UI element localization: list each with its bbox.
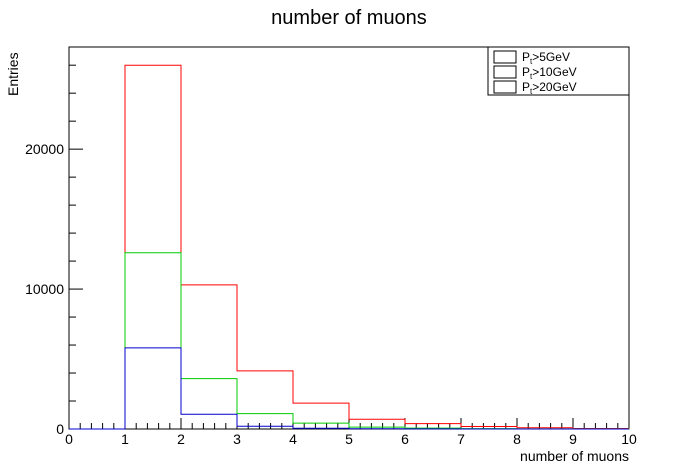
histogram-bin bbox=[293, 428, 349, 429]
y-tick-labels: 0 10000 20000 bbox=[25, 141, 64, 437]
x-tick-label: 3 bbox=[233, 431, 241, 447]
chart-title: number of muons bbox=[271, 7, 427, 29]
histogram-bin bbox=[125, 348, 181, 429]
legend-label: Pt>20GeV bbox=[522, 80, 577, 96]
legend-swatch bbox=[493, 80, 517, 94]
x-tick-label: 1 bbox=[121, 431, 129, 447]
x-tick-label: 9 bbox=[569, 431, 577, 447]
x-tick-label: 10 bbox=[621, 431, 637, 447]
x-tick-label: 8 bbox=[513, 431, 521, 447]
legend-label: Pt>5GeV bbox=[522, 50, 570, 66]
x-tick-label: 5 bbox=[345, 431, 353, 447]
histogram-series bbox=[69, 64, 630, 430]
x-tick-label: 7 bbox=[457, 431, 465, 447]
x-axis-label: number of muons bbox=[520, 448, 629, 464]
x-tick-label: 2 bbox=[177, 431, 185, 447]
histogram-series-3 bbox=[69, 347, 629, 430]
y-tick-label: 0 bbox=[56, 421, 64, 437]
x-tick-labels: 0 1 2 3 4 5 6 7 8 9 10 bbox=[65, 431, 637, 447]
histogram-bin bbox=[181, 414, 237, 429]
y-axis-label: Entries bbox=[5, 52, 21, 96]
x-tick-label: 6 bbox=[401, 431, 409, 447]
x-tick-label: 0 bbox=[65, 431, 73, 447]
histogram-series-1 bbox=[69, 64, 630, 430]
y-tick-label: 20000 bbox=[25, 141, 64, 157]
legend-swatch bbox=[493, 50, 517, 64]
x-tick-label: 4 bbox=[289, 431, 297, 447]
histogram-bin bbox=[237, 426, 293, 429]
y-tick-label: 10000 bbox=[25, 281, 64, 297]
legend-swatch bbox=[493, 65, 517, 79]
legend-label: Pt>10GeV bbox=[522, 65, 577, 81]
